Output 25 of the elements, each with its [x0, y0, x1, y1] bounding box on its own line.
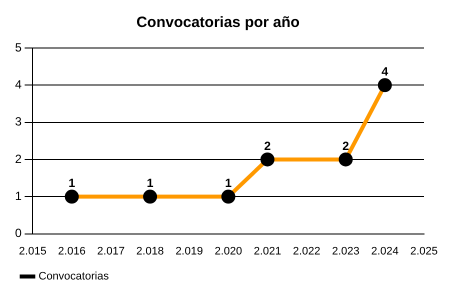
x-tick-label: 2.023: [332, 245, 360, 258]
legend-label: Convocatorias: [38, 270, 110, 283]
data-label: 1: [224, 176, 232, 190]
x-tick-label: 2.019: [175, 245, 203, 258]
chart-title: Convocatorias por año: [136, 14, 300, 32]
data-label: 1: [146, 176, 154, 190]
y-tick-label: 1: [14, 188, 22, 203]
y-tick-label: 2: [14, 152, 22, 166]
data-label: 2: [342, 138, 350, 153]
data-label: 2: [264, 138, 272, 153]
x-tick-label: 2.020: [214, 245, 242, 258]
y-tick-label: 5: [14, 40, 22, 54]
x-tick-label: 2.024: [371, 245, 399, 258]
y-tick-label: 4: [14, 77, 22, 92]
x-tick-label: 2.021: [254, 245, 282, 258]
x-tick-label: 2.018: [136, 245, 164, 258]
x-tick-label: 2.022: [292, 245, 320, 258]
data-label: 1: [68, 176, 76, 190]
data-label: 4: [382, 64, 389, 78]
y-tick-label: 0: [14, 226, 22, 240]
y-tick-label: 3: [14, 114, 22, 129]
x-tick-label: 2.025: [410, 245, 438, 258]
x-tick-label: 2.017: [97, 245, 125, 258]
x-tick-label: 2.015: [18, 245, 46, 258]
x-tick-label: 2.016: [58, 245, 86, 258]
